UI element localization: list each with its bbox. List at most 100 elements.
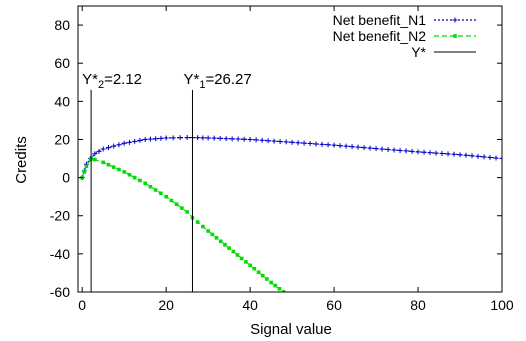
data-point xyxy=(301,140,307,146)
y-tick-label: 0 xyxy=(62,170,70,186)
data-point xyxy=(217,135,223,141)
data-point xyxy=(379,146,385,152)
data-point xyxy=(235,136,241,142)
data-point xyxy=(244,260,248,264)
y-tick-label: 20 xyxy=(54,131,70,147)
data-point xyxy=(469,153,475,159)
data-point xyxy=(273,283,278,288)
data-point xyxy=(451,151,457,157)
x-tick-label: 20 xyxy=(158,297,174,313)
data-point xyxy=(343,143,349,149)
data-point xyxy=(180,206,184,210)
legend-label: Y* xyxy=(411,44,426,60)
data-point xyxy=(367,145,373,151)
data-point xyxy=(227,246,231,250)
data-point xyxy=(159,191,163,196)
legend-item: Net benefit_N1 xyxy=(333,12,476,28)
data-point xyxy=(218,239,223,244)
data-point xyxy=(385,147,391,153)
data-point xyxy=(126,139,132,145)
x-tick-label: 80 xyxy=(410,297,426,313)
series-2 xyxy=(80,156,286,292)
data-point xyxy=(142,136,148,142)
data-point xyxy=(415,149,421,155)
data-point xyxy=(100,146,106,152)
data-point xyxy=(265,138,271,144)
data-point xyxy=(147,136,153,142)
data-point xyxy=(252,266,257,271)
threshold-label: Y*1=26.27 xyxy=(183,71,251,91)
x-axis-title: Signal value xyxy=(250,321,332,338)
data-point xyxy=(127,172,132,177)
x-tick-label: 40 xyxy=(242,297,258,313)
data-point xyxy=(421,149,427,155)
data-point xyxy=(499,156,502,162)
x-tick-label: 60 xyxy=(326,297,342,313)
data-point xyxy=(82,170,87,174)
data-point xyxy=(361,145,367,151)
legend-label: Net benefit_N1 xyxy=(333,12,427,28)
data-point xyxy=(164,194,168,199)
data-point xyxy=(277,287,282,291)
data-point xyxy=(403,148,409,154)
data-point xyxy=(313,141,319,147)
data-point xyxy=(457,152,463,158)
data-point xyxy=(111,165,116,169)
data-point xyxy=(195,220,200,224)
data-point xyxy=(211,135,217,141)
data-point xyxy=(153,136,159,142)
data-point xyxy=(373,146,379,152)
data-point xyxy=(391,147,397,153)
data-point xyxy=(409,148,415,154)
data-point xyxy=(269,280,273,285)
data-point xyxy=(241,136,247,142)
data-point xyxy=(453,34,457,38)
data-point xyxy=(397,147,403,153)
data-point xyxy=(184,135,190,141)
x-tick-label: 100 xyxy=(490,297,514,313)
data-point xyxy=(122,170,126,174)
data-point xyxy=(96,148,102,154)
data-point xyxy=(117,167,121,172)
data-point xyxy=(106,162,111,167)
data-point xyxy=(121,140,127,146)
data-point xyxy=(92,157,97,162)
legend-item: Y* xyxy=(411,44,476,60)
series-layer xyxy=(79,135,502,292)
data-point xyxy=(169,198,174,203)
data-point xyxy=(260,273,265,278)
data-point xyxy=(148,184,153,189)
data-point xyxy=(463,152,469,158)
data-point xyxy=(223,242,227,247)
reference-lines: Y*2=2.12 Y*1=26.27 xyxy=(82,71,252,292)
data-point xyxy=(445,151,451,157)
data-point xyxy=(256,270,261,274)
data-point xyxy=(253,137,259,143)
data-point xyxy=(214,236,219,240)
data-point xyxy=(195,135,201,141)
data-point xyxy=(307,141,313,147)
y-axis-title: Credits xyxy=(13,136,30,184)
data-point xyxy=(283,139,289,145)
data-point xyxy=(247,136,253,142)
data-point xyxy=(355,144,361,150)
data-point xyxy=(337,143,343,149)
data-point xyxy=(325,142,331,148)
data-point xyxy=(277,139,283,145)
data-point xyxy=(105,145,111,151)
data-point xyxy=(229,136,235,142)
series-1 xyxy=(79,135,502,181)
data-point xyxy=(101,160,105,165)
data-point xyxy=(475,153,481,159)
y-tick-label: -20 xyxy=(50,208,70,224)
data-point xyxy=(239,256,244,261)
data-point xyxy=(84,164,89,168)
data-point xyxy=(92,151,98,157)
data-point xyxy=(177,135,183,141)
data-point xyxy=(289,139,295,145)
data-point xyxy=(281,290,286,292)
data-point xyxy=(481,154,487,160)
data-point xyxy=(206,229,210,233)
data-point xyxy=(231,249,236,254)
